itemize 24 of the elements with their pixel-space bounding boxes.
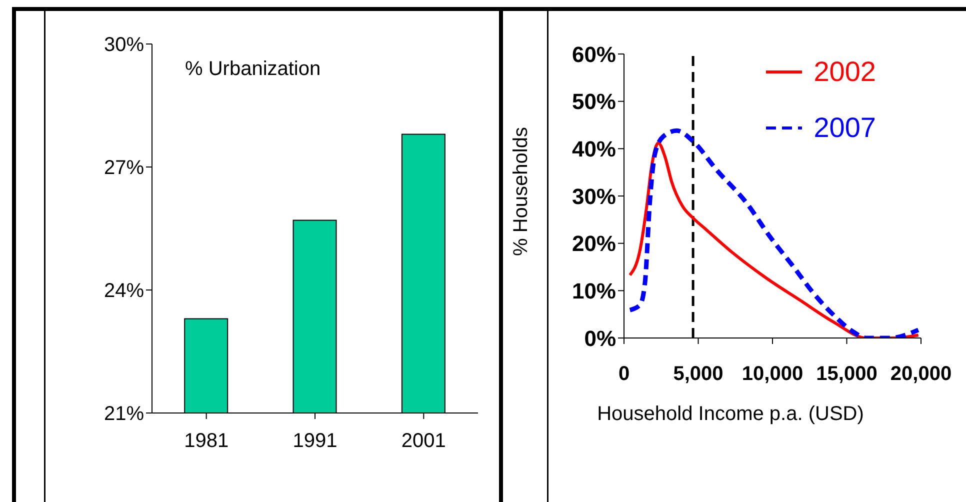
y-tick-label: 27% (104, 157, 144, 180)
y-tick-label: 30% (572, 184, 616, 209)
y-tick-label: 21% (104, 403, 144, 426)
x-tick-label: 2001 (401, 430, 446, 452)
y-tick-label: 60% (572, 42, 616, 67)
y-tick-label: 30% (104, 34, 144, 56)
x-tick-label: 1981 (184, 430, 229, 452)
x-axis-title: Household Income p.a. (USD) (597, 403, 864, 425)
y-tick-label: 50% (572, 89, 616, 114)
x-tick-label: 5,000 (673, 363, 724, 386)
x-tick-label: 1991 (292, 430, 338, 452)
x-tick-label: 15,000 (816, 363, 878, 386)
y-axis-title: % Households (510, 127, 532, 256)
y-tick-label: 20% (572, 231, 616, 256)
text: % Urbanization (185, 58, 321, 81)
legend-label: 2007 (814, 112, 876, 144)
y-tick-label: 24% (104, 280, 144, 302)
x-tick-label: 0 (618, 363, 630, 386)
x-tick-label: 10,000 (742, 363, 804, 386)
legend-label: 2002 (814, 56, 876, 88)
x-tick-label: 20,000 (890, 363, 952, 386)
y-tick-label: 10% (572, 278, 616, 304)
y-tick-label: 0% (584, 326, 616, 351)
y-tick-label: 40% (572, 136, 616, 162)
